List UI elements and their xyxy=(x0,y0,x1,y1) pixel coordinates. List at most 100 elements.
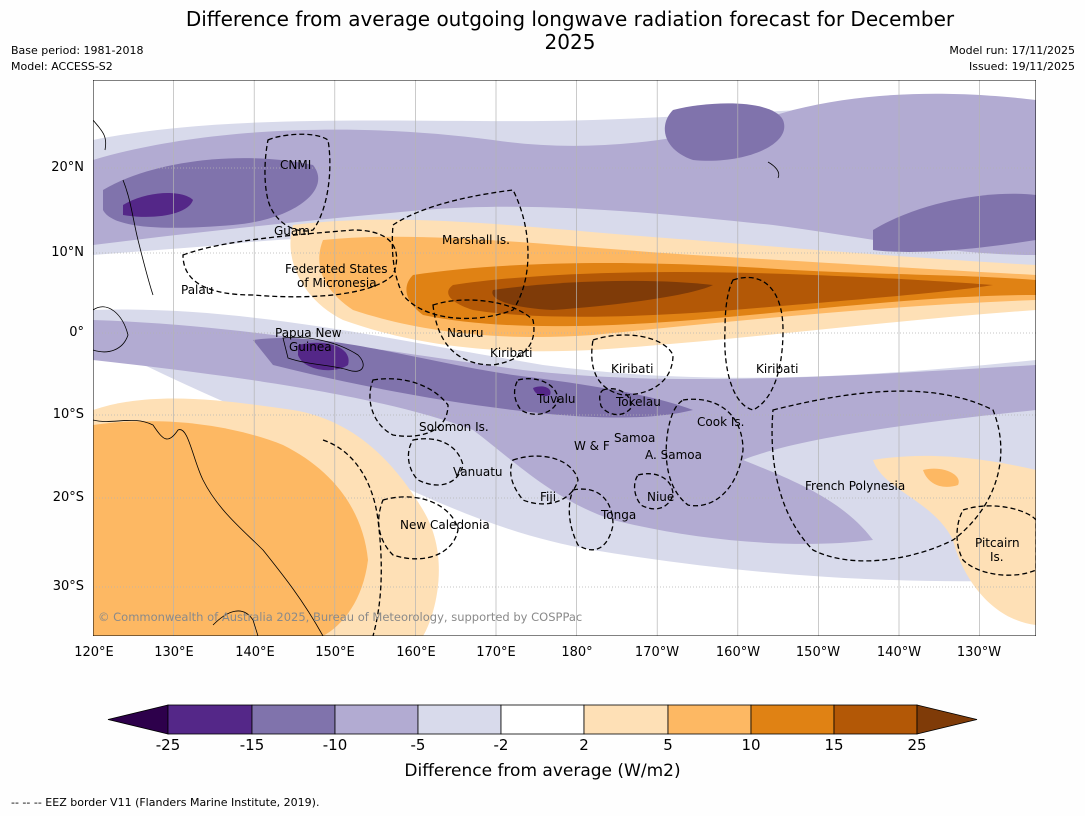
eez-cnmi xyxy=(264,133,331,232)
eez-solomon xyxy=(369,378,449,437)
header-right: Model run: 17/11/2025 Issued: 19/11/2025 xyxy=(949,43,1075,75)
eez-kiribati-phoenix xyxy=(591,334,674,396)
coastline-philippines xyxy=(122,179,154,296)
colorbar-seg-neg2-2 xyxy=(500,704,585,735)
colorbar-seg-15-25 xyxy=(833,704,918,735)
eez-australia-east xyxy=(322,439,382,636)
eez-vanuatu xyxy=(407,438,464,486)
label-marshall: Marshall Is. xyxy=(442,233,510,247)
eez-tuvalu xyxy=(513,378,559,415)
lat-tick: 30°S xyxy=(52,579,84,594)
label-png-line2: Guinea xyxy=(289,340,332,354)
label-fsm-line2: of Micronesia xyxy=(297,276,377,290)
issued-text: Issued: 19/11/2025 xyxy=(968,60,1075,73)
label-niue: Niue xyxy=(647,490,675,504)
lon-tick: 130°W xyxy=(956,645,1002,660)
colorbar-tick: 10 xyxy=(741,736,761,754)
eez-new-caledonia xyxy=(378,496,459,560)
label-new-caledonia: New Caledonia xyxy=(400,518,490,532)
eez-kiribati-gilbert xyxy=(432,299,535,366)
colorbar-extend-high xyxy=(916,704,978,735)
label-palau: Palau xyxy=(181,283,214,297)
eez-borders xyxy=(182,133,1036,636)
header-left: Base period: 1981-2018 Model: ACCESS-S2 xyxy=(11,43,143,75)
colorbar-tick: 5 xyxy=(663,736,673,754)
label-guam: Guam xyxy=(274,224,310,238)
coastline-png xyxy=(282,336,364,372)
label-tonga: Tonga xyxy=(601,508,637,522)
lon-tick: 140°W xyxy=(876,645,922,660)
label-asamoa: A. Samoa xyxy=(645,448,702,462)
lat-tick: 10°N xyxy=(51,245,84,260)
lon-tick: 180° xyxy=(561,645,593,660)
lat-tick: 20°S xyxy=(52,490,84,505)
colorbar-extend-low xyxy=(107,704,169,735)
eez-footnote: -- -- -- EEZ border V11 (Flanders Marine… xyxy=(11,796,320,809)
lon-tick: 130°E xyxy=(154,645,194,660)
colorbar-tick: -15 xyxy=(239,736,265,754)
coastline-hawaii xyxy=(767,161,780,179)
label-tokelau: Tokelau xyxy=(616,395,661,409)
lon-tick: 150°W xyxy=(795,645,841,660)
label-cnmi: CNMI xyxy=(280,158,312,172)
label-kiribati-east: Kiribati xyxy=(756,362,799,376)
patch-south-dark-purple xyxy=(253,338,693,418)
map-panel xyxy=(93,80,1036,636)
label-nauru: Nauru xyxy=(447,326,484,340)
patch-deep-purple-tuvalu xyxy=(533,386,551,397)
patch-southeast-light-orange xyxy=(873,455,1036,625)
eez-kiribati-line xyxy=(724,276,784,411)
colorbar-tick: -2 xyxy=(493,736,509,754)
colorbar-tick: -10 xyxy=(322,736,348,754)
eez-marshall xyxy=(391,189,529,319)
eez-cook xyxy=(665,398,744,507)
coastline-borneo xyxy=(93,306,129,353)
label-fiji: Fiji xyxy=(540,490,557,504)
lon-tick: 150°E xyxy=(315,645,355,660)
model-text: Model: ACCESS-S2 xyxy=(11,60,113,73)
colorbar-tick: -5 xyxy=(410,736,426,754)
label-vanuatu: Vanuatu xyxy=(453,465,503,479)
patch-southeast-orange xyxy=(923,468,959,487)
base-period-text: Base period: 1981-2018 xyxy=(11,44,144,57)
eez-tokelau xyxy=(599,388,632,416)
label-solomon: Solomon Is. xyxy=(419,420,489,434)
label-kiribati-central: Kiribati xyxy=(611,362,654,376)
eez-pitcairn xyxy=(956,505,1036,576)
lon-tick: 140°E xyxy=(235,645,275,660)
lon-tick: 160°E xyxy=(396,645,436,660)
colorbar-tick: -25 xyxy=(155,736,181,754)
lat-tick: 20°N xyxy=(51,160,84,175)
band-north-mid-purple xyxy=(93,93,1036,255)
label-kiribati-west: Kiribati xyxy=(490,346,533,360)
label-french-polynesia: French Polynesia xyxy=(805,479,906,493)
colorbar-seg-2-5 xyxy=(583,704,669,735)
label-pitcairn-line1: Pitcairn xyxy=(975,536,1020,550)
colorbar-seg-neg10-neg5 xyxy=(334,704,419,735)
page-title: Difference from average outgoing longwav… xyxy=(185,7,955,54)
region-australia-orange xyxy=(93,421,368,636)
lon-tick: 170°W xyxy=(634,645,680,660)
colorbar-seg-neg5-neg2 xyxy=(417,704,502,735)
label-cook: Cook Is. xyxy=(697,415,745,429)
patch-northeast-dark-purple xyxy=(873,193,1036,252)
model-run-text: Model run: 17/11/2025 xyxy=(949,44,1075,57)
eez-niue xyxy=(633,473,674,510)
coastline-new-zealand xyxy=(212,610,259,636)
patch-equator-darkest xyxy=(492,280,713,310)
copyright-text: © Commonwealth of Australia 2025, Bureau… xyxy=(98,610,583,624)
lat-tick: 0° xyxy=(69,325,84,340)
colorbar-tick: 15 xyxy=(824,736,844,754)
colorbar-tick: 2 xyxy=(579,736,589,754)
coastline-australia xyxy=(93,419,324,636)
label-png-line1: Papua New xyxy=(275,326,342,340)
lon-tick: 170°E xyxy=(476,645,516,660)
label-wf: W & F xyxy=(574,439,610,453)
colorbar-tick: 25 xyxy=(907,736,927,754)
lat-tick: 10°S xyxy=(52,407,84,422)
colorbar-seg-neg15-neg10 xyxy=(251,704,336,735)
coastlines xyxy=(93,119,780,636)
lon-tick: 120°E xyxy=(74,645,114,660)
label-pitcairn-line2: Is. xyxy=(990,550,1004,564)
coastline-taiwan-china xyxy=(93,119,107,151)
